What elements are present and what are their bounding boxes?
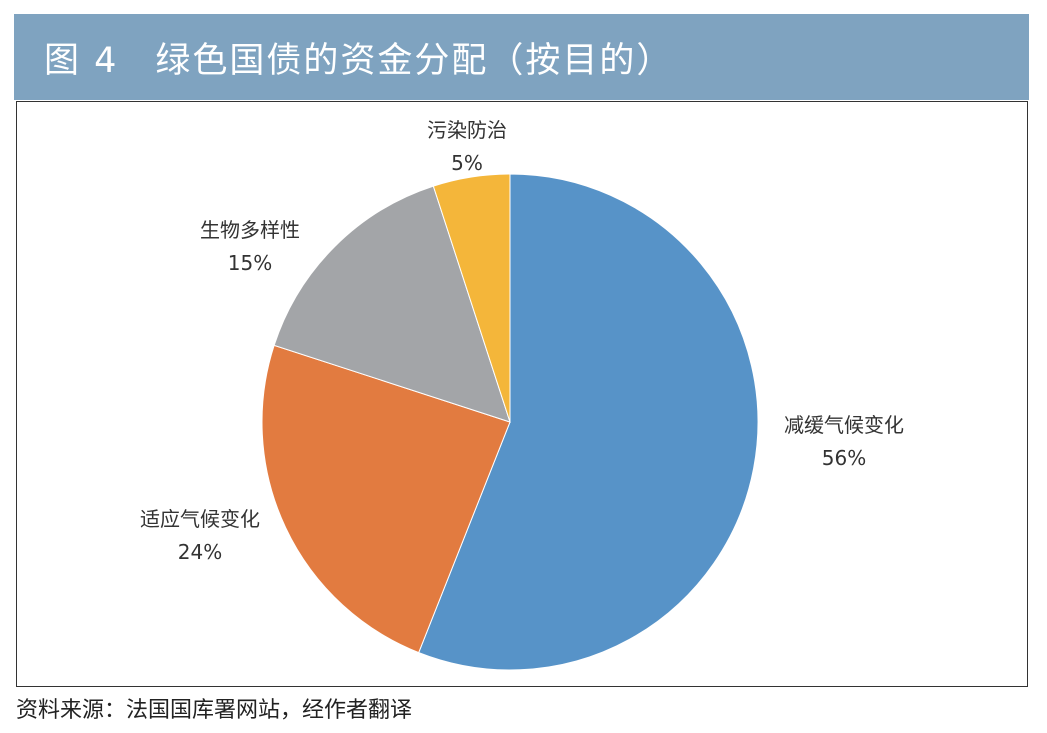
- pie-slice-3: [273, 185, 511, 423]
- pie-chart: 减缓气候变化 56% 适应气候变化 24% 生物多样性 15% 污染防治 5%: [140, 118, 904, 671]
- chart-frame: 减缓气候变化 56% 适应气候变化 24% 生物多样性 15% 污染防治 5%: [16, 101, 1028, 687]
- source-note: 资料来源：法国国库署网站，经作者翻译: [16, 698, 413, 723]
- chart-title: 图 4 绿色国债的资金分配（按目的）: [44, 40, 674, 81]
- slice-label-2: 适应气候变化: [140, 507, 260, 531]
- pie-slice-2: [261, 344, 511, 654]
- slice-label-4: 污染防治: [427, 118, 507, 142]
- slice-value-label-2: 24%: [178, 540, 222, 564]
- slice-label-3: 生物多样性: [200, 218, 300, 242]
- slice-value-label-1: 56%: [822, 446, 866, 470]
- title-bar: 图 4 绿色国债的资金分配（按目的）: [14, 14, 1029, 100]
- slice-value-label-4: 5%: [451, 151, 483, 175]
- slice-label-1: 减缓气候变化: [784, 413, 904, 437]
- pie-slice-4: [432, 173, 511, 423]
- pie-slice-1: [418, 173, 759, 671]
- slice-value-label-3: 15%: [228, 251, 272, 275]
